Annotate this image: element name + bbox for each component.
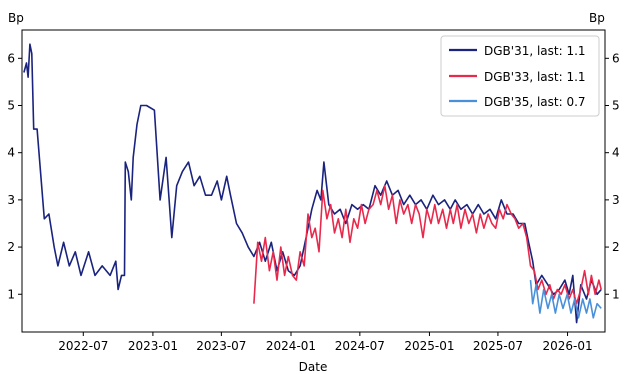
x-tick-label: 2025-01 (404, 339, 454, 353)
y-tick-label-left: 5 (7, 99, 15, 113)
legend-box (440, 35, 600, 117)
y-tick-label-right: 4 (612, 146, 620, 160)
y-tick-label-right: 6 (612, 51, 620, 65)
x-tick-label: 2024-07 (335, 339, 385, 353)
x-tick-label: 2025-07 (473, 339, 523, 353)
x-tick-label: 2024-01 (266, 339, 316, 353)
legend-label-dgb35: DGB'35, last: 0.7 (484, 95, 586, 109)
y-axis-label-right: Bp (589, 11, 605, 25)
y-tick-label-left: 3 (7, 193, 15, 207)
series-line-1 (253, 184, 602, 305)
y-tick-label-left: 4 (7, 146, 15, 160)
x-tick-label: 2026-01 (542, 339, 592, 353)
series-layer (23, 43, 602, 324)
plot-frame (21, 29, 606, 333)
y-tick-label-right: 3 (612, 193, 620, 207)
legend-label-dgb31: DGB'31, last: 1.1 (484, 44, 586, 58)
y-tick-label-right: 5 (612, 99, 620, 113)
y-tick-label-right: 1 (612, 287, 620, 301)
x-tick-label: 2023-07 (196, 339, 246, 353)
y-tick-label-left: 1 (7, 287, 15, 301)
axes-layer: 2022-07 2023-01 2023-07 2024-01 2024-07 2025-… (7, 51, 619, 353)
y-axis-label-left: Bp (8, 11, 24, 25)
y-tick-label-left: 6 (7, 51, 15, 65)
legend-label-dgb33: DGB'33, last: 1.1 (484, 70, 586, 84)
x-axis-label: Date (299, 360, 328, 374)
y-tick-label-right: 2 (612, 240, 620, 254)
legend: DGB'31, last: 1.1 DGB'33, last: 1.1 DGB'… (440, 35, 600, 117)
x-tick-label: 2022-07 (58, 339, 108, 353)
x-tick-label: 2023-01 (128, 339, 178, 353)
y-tick-label-left: 2 (7, 240, 15, 254)
series-line-2 (529, 280, 602, 319)
